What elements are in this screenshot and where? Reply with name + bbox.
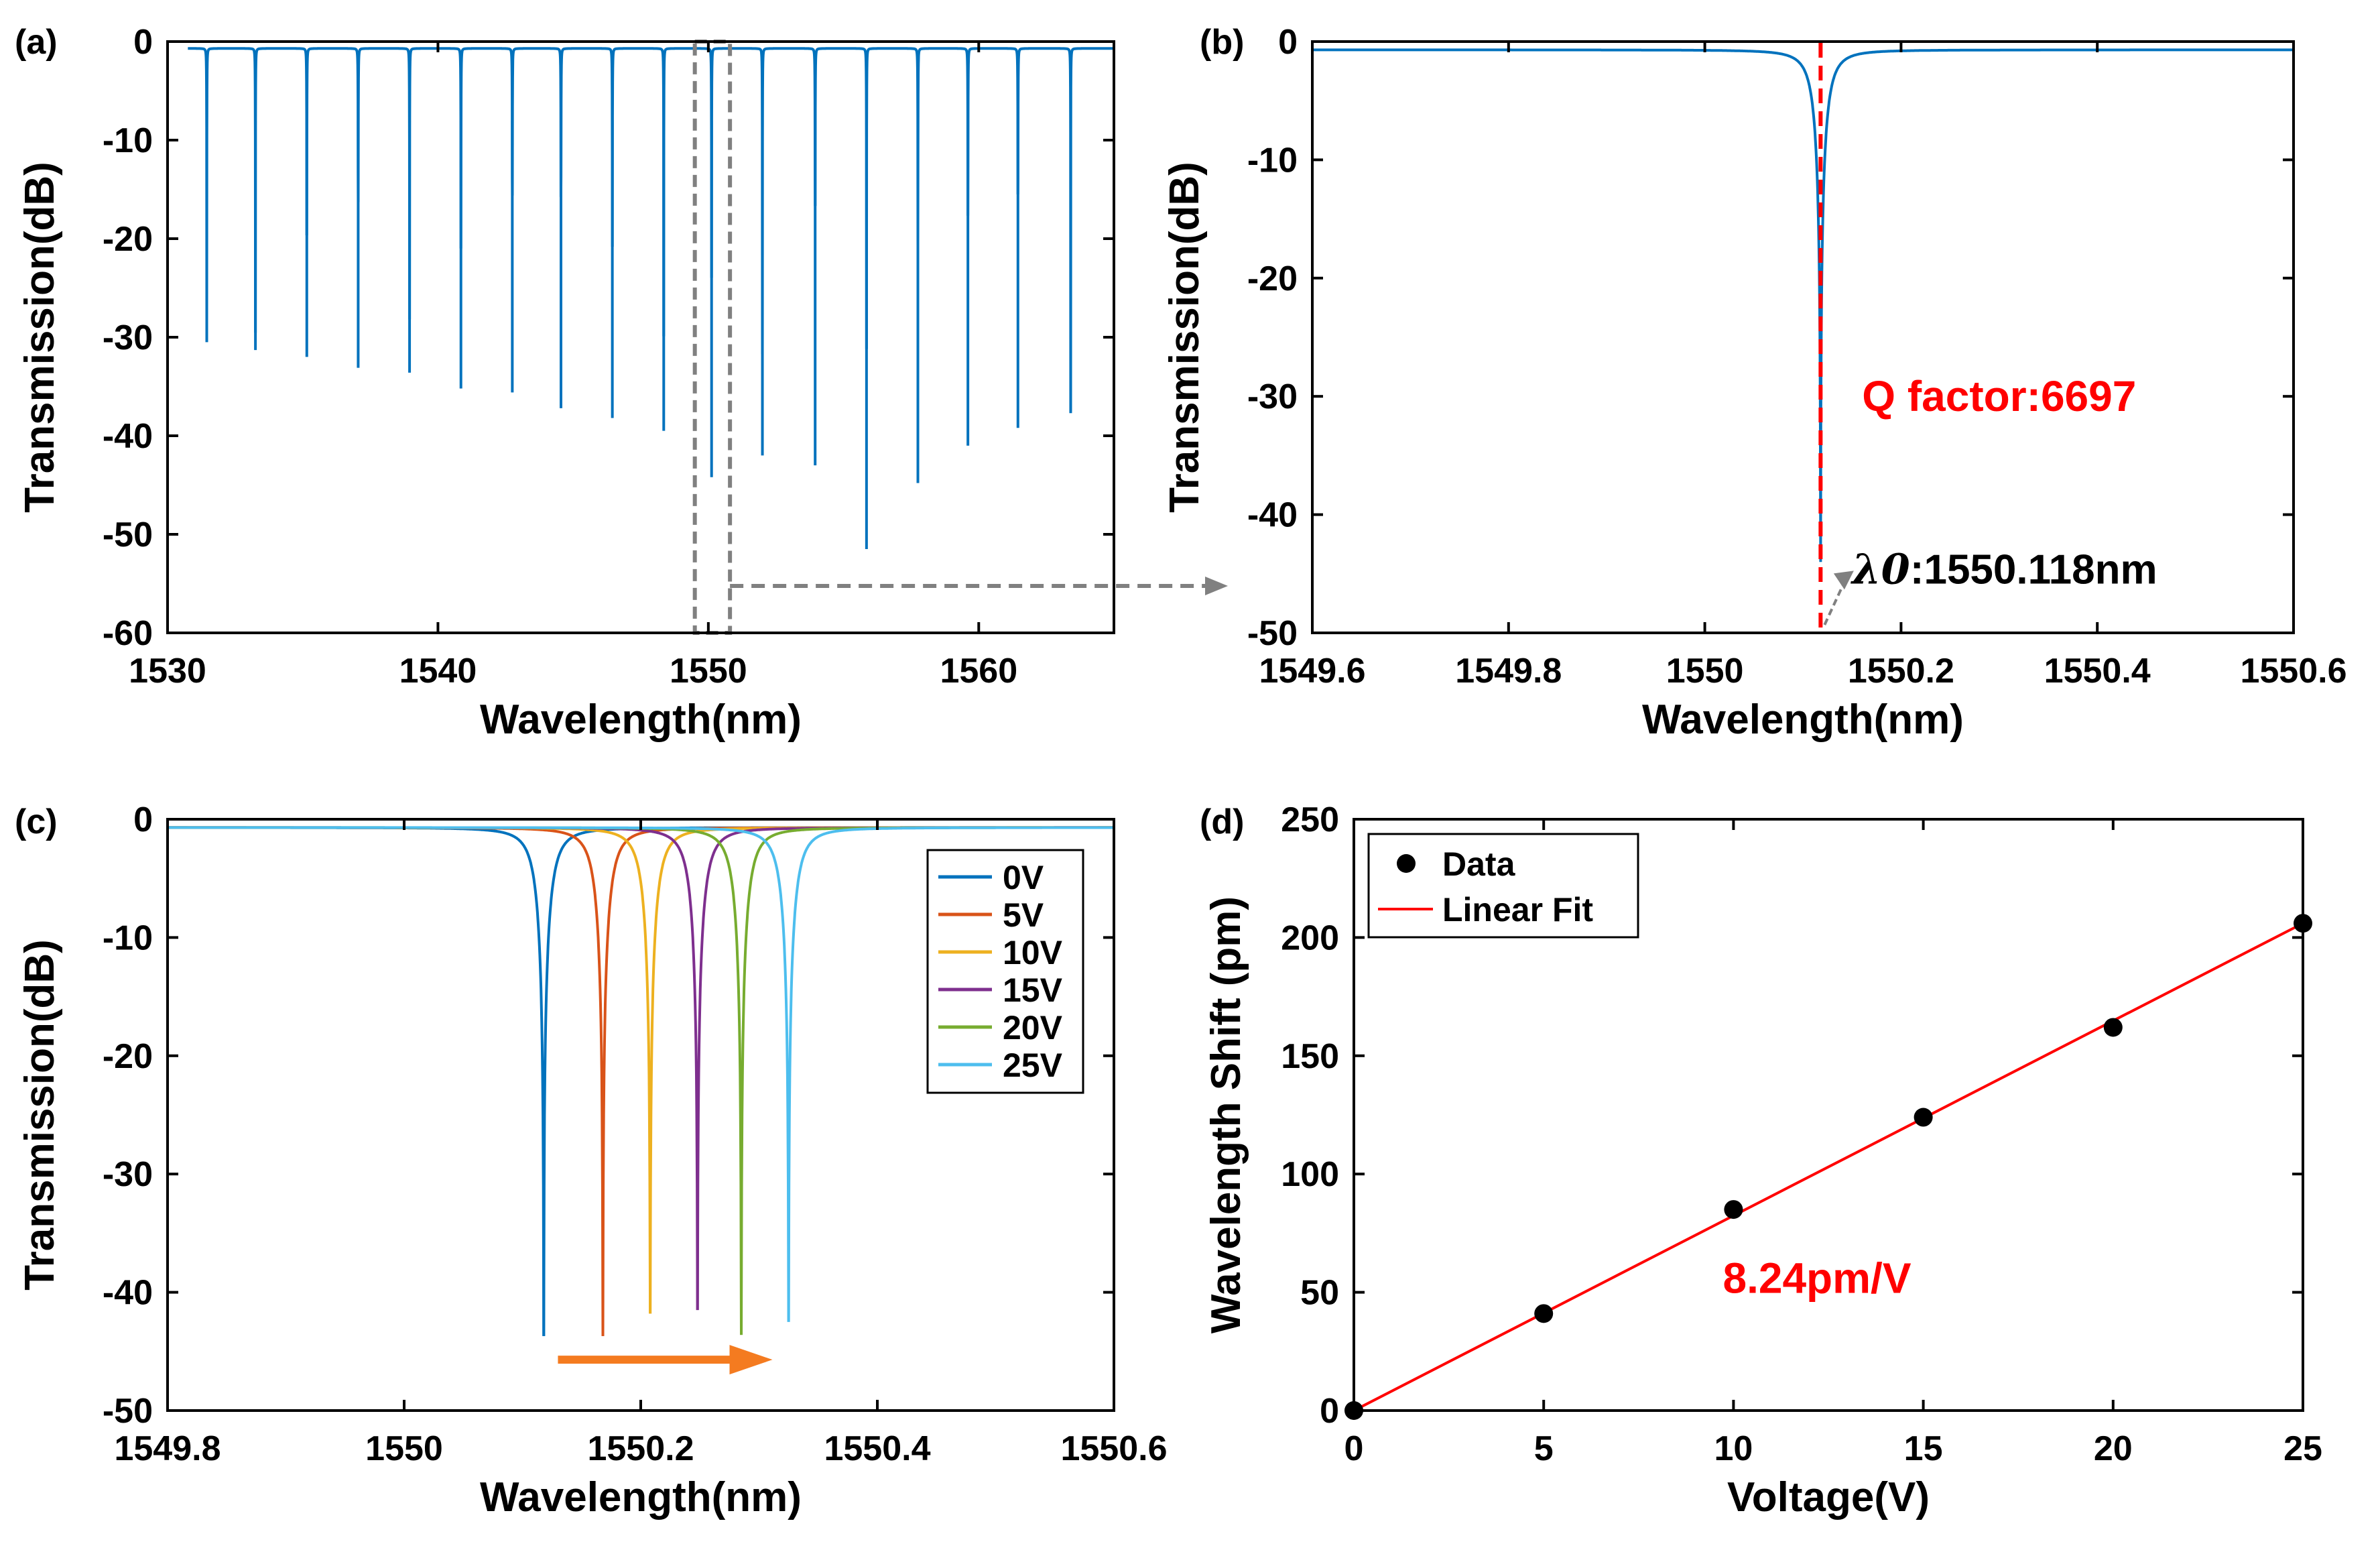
b-axes-box bbox=[1311, 40, 2295, 634]
b-lambda-arrow-head bbox=[1833, 571, 1854, 590]
a-xtick-label: 1560 bbox=[940, 652, 1017, 691]
c-legend-label-10V: 10V bbox=[1003, 934, 1063, 971]
b-y-axis-label: Transmission(dB) bbox=[1162, 162, 1208, 513]
panel-label-d: (d) bbox=[1200, 802, 1244, 841]
zoom-connector-arrowhead bbox=[1205, 577, 1228, 595]
lambda-value: :1550.118nm bbox=[1910, 547, 2157, 593]
a-ytick-label: -10 bbox=[103, 121, 153, 160]
c-shift-arrow-head bbox=[729, 1345, 773, 1375]
d-ytick-label: 0 bbox=[1320, 1392, 1339, 1431]
b-ytick-label: 0 bbox=[1278, 23, 1298, 62]
a-y-axis-label: Transmission(dB) bbox=[17, 162, 63, 513]
d-legend-box bbox=[1367, 833, 1639, 939]
a-ytick-label: -60 bbox=[103, 614, 153, 653]
c-ytick-label: 0 bbox=[133, 800, 153, 839]
b-lambda-annotation: λ0:1550.118nm bbox=[1850, 545, 2157, 594]
a-xtick-label: 1550 bbox=[670, 652, 747, 691]
d-slope-annotation: 8.24pm/V bbox=[1723, 1254, 1911, 1302]
b-ytick-label: -40 bbox=[1247, 496, 1298, 535]
d-xtick-label: 0 bbox=[1344, 1429, 1364, 1468]
c-xtick-label: 1550.6 bbox=[1060, 1429, 1167, 1468]
b-x-axis-label: Wavelength(nm) bbox=[1642, 697, 1964, 743]
a-ytick-label: -40 bbox=[103, 417, 153, 456]
c-legend-label-0V: 0V bbox=[1003, 859, 1044, 896]
b-ytick-label: -50 bbox=[1247, 614, 1298, 653]
d-xtick-label: 5 bbox=[1534, 1429, 1554, 1468]
c-legend-label-15V: 15V bbox=[1003, 971, 1063, 1009]
d-xtick-label: 25 bbox=[2283, 1429, 2322, 1468]
d-ytick-label: 250 bbox=[1281, 800, 1339, 839]
d-xtick-label: 20 bbox=[2094, 1429, 2133, 1468]
d-x-axis-label: Voltage(V) bbox=[1727, 1474, 1930, 1520]
a-transmission-line bbox=[188, 47, 1114, 412]
c-legend-box bbox=[926, 849, 1084, 1094]
chart-b: Q factor:6697 λ0:1550.118nm 1549.6 1549.8 15… bbox=[1162, 23, 2347, 743]
c-legend-label-20V: 20V bbox=[1003, 1009, 1063, 1047]
panel-label-b: (b) bbox=[1200, 23, 1244, 62]
panel-label-c: (c) bbox=[15, 802, 58, 841]
c-x-axis-label: Wavelength(nm) bbox=[480, 1474, 802, 1520]
b-ytick-label: -10 bbox=[1247, 141, 1298, 180]
c-ytick-label: -10 bbox=[103, 918, 153, 957]
c-ytick-label: -50 bbox=[103, 1392, 153, 1431]
a-ytick-label: 0 bbox=[133, 23, 153, 62]
d-xtick-label: 10 bbox=[1714, 1429, 1753, 1468]
d-data-point bbox=[1724, 1200, 1743, 1219]
b-q-factor-annotation: Q factor:6697 bbox=[1862, 372, 2136, 420]
b-ytick-label: -20 bbox=[1247, 259, 1298, 298]
c-y-axis-label: Transmission(dB) bbox=[17, 939, 63, 1291]
d-ytick-label: 100 bbox=[1281, 1155, 1339, 1194]
panel-label-a: (a) bbox=[15, 23, 58, 62]
d-data-point bbox=[1534, 1304, 1554, 1323]
d-y-axis-label: Wavelength Shift (pm) bbox=[1203, 896, 1249, 1333]
a-ytick-label: -30 bbox=[103, 318, 153, 357]
c-xtick-label: 1550.4 bbox=[824, 1429, 930, 1468]
a-ytick-label: -50 bbox=[103, 516, 153, 554]
d-data-point bbox=[1914, 1108, 1933, 1127]
b-xtick-label: 1550.2 bbox=[1848, 652, 1954, 691]
c-ytick-label: -20 bbox=[103, 1037, 153, 1076]
b-xtick-label: 1550.6 bbox=[2240, 652, 2346, 691]
d-data-point bbox=[2103, 1018, 2123, 1037]
b-ytick-label: -30 bbox=[1247, 377, 1298, 416]
chart-a: 1530 1540 1550 1560 0 -10 -20 -30 -40 -50 -60 Wavel… bbox=[17, 23, 1115, 743]
c-xtick-label: 1550.2 bbox=[587, 1429, 694, 1468]
d-legend-marker-data bbox=[1397, 854, 1416, 873]
d-xtick-label: 15 bbox=[1904, 1429, 1943, 1468]
b-xtick-label: 1549.8 bbox=[1455, 652, 1562, 691]
c-legend-label-25V: 25V bbox=[1003, 1047, 1063, 1084]
a-xtick-label: 1530 bbox=[129, 652, 206, 691]
d-legend-label-fit: Linear Fit bbox=[1442, 891, 1593, 929]
d-axes-box bbox=[1353, 818, 2304, 1412]
overlay bbox=[730, 577, 1228, 595]
b-xtick-label: 1550 bbox=[1666, 652, 1744, 691]
a-x-axis-label: Wavelength(nm) bbox=[480, 697, 802, 743]
b-transmission-line bbox=[1312, 48, 2294, 562]
c-ytick-label: -30 bbox=[103, 1155, 153, 1194]
a-xtick-label: 1540 bbox=[399, 652, 477, 691]
lambda-symbol: λ0 bbox=[1850, 545, 1910, 594]
b-xtick-label: 1550.4 bbox=[2044, 652, 2151, 691]
c-ytick-label: -40 bbox=[103, 1274, 153, 1313]
d-ytick-label: 150 bbox=[1281, 1037, 1339, 1076]
c-xtick-label: 1550 bbox=[365, 1429, 443, 1468]
d-linear-fit-line bbox=[1353, 922, 2304, 1412]
d-legend-label-data: Data bbox=[1442, 845, 1516, 883]
a-ytick-label: -20 bbox=[103, 220, 153, 259]
c-xtick-label: 1549.8 bbox=[114, 1429, 221, 1468]
d-ytick-label: 200 bbox=[1281, 918, 1339, 957]
d-ytick-label: 50 bbox=[1300, 1274, 1339, 1313]
c-legend-label-5V: 5V bbox=[1003, 896, 1044, 934]
b-xtick-label: 1549.6 bbox=[1259, 652, 1365, 691]
